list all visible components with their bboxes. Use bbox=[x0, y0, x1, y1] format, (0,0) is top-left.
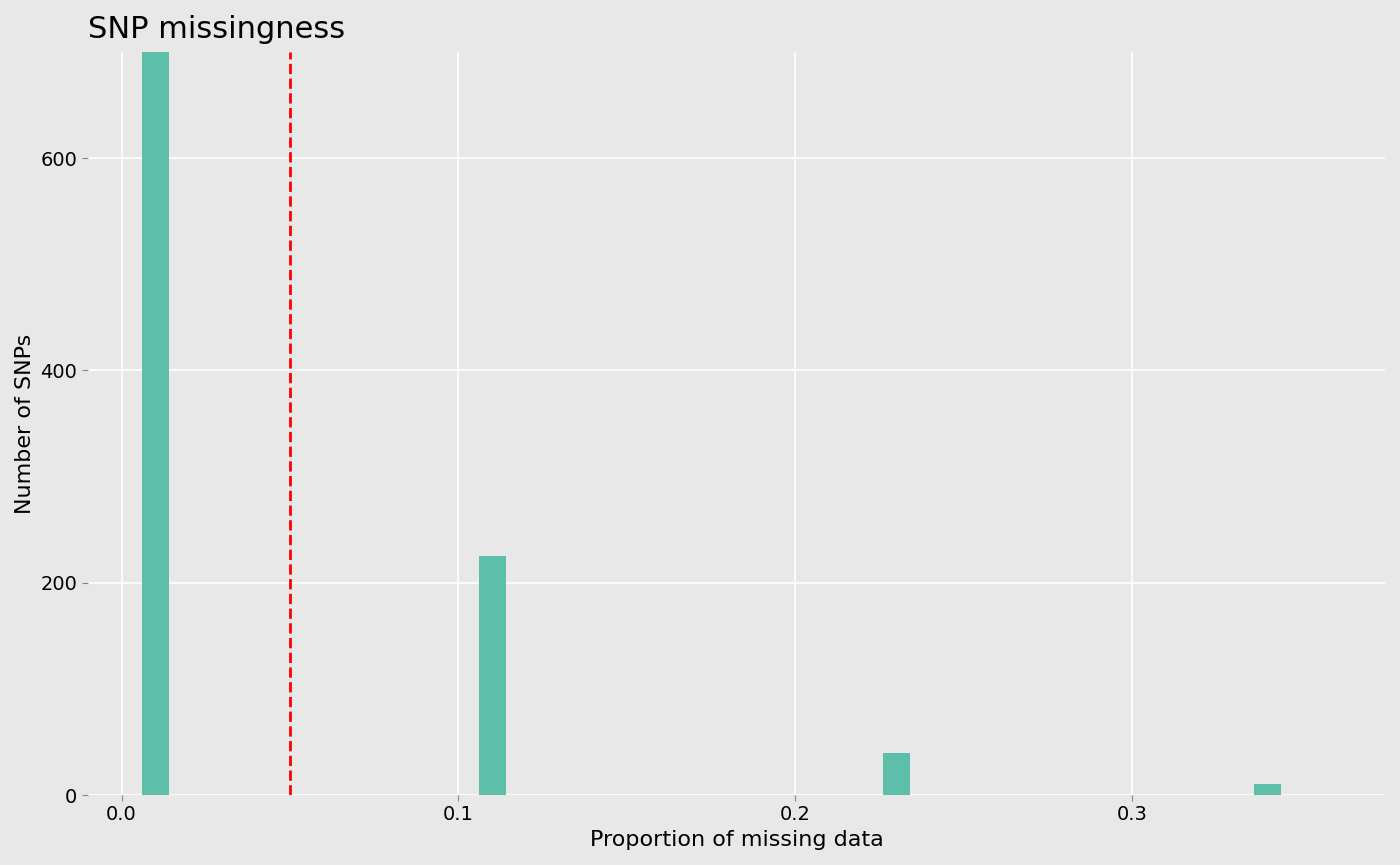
Bar bbox=[479, 556, 505, 795]
Y-axis label: Number of SNPs: Number of SNPs bbox=[15, 333, 35, 514]
Bar bbox=[141, 52, 169, 795]
Text: SNP missingness: SNP missingness bbox=[88, 15, 344, 44]
Bar bbox=[883, 753, 910, 795]
Bar bbox=[1253, 785, 1281, 795]
X-axis label: Proportion of missing data: Proportion of missing data bbox=[589, 830, 883, 850]
